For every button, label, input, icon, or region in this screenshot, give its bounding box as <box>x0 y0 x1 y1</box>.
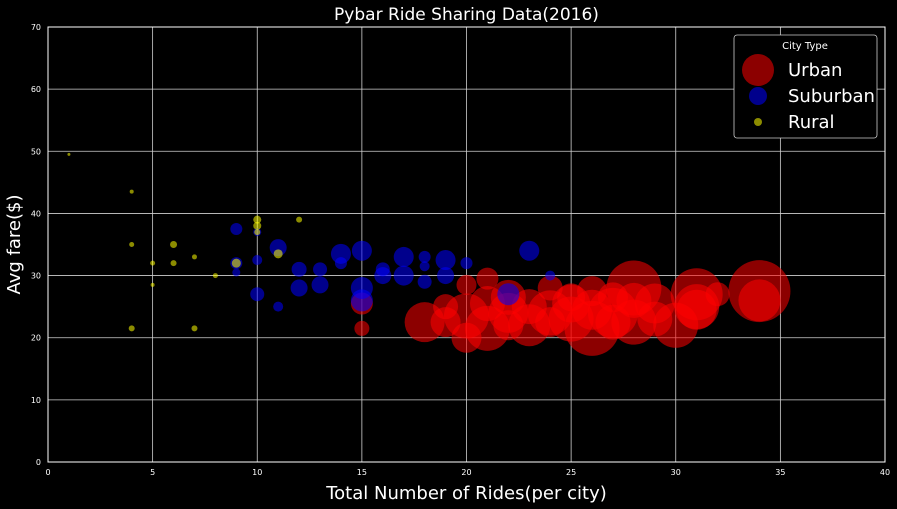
legend-label-suburban: Suburban <box>788 86 875 107</box>
data-point <box>273 249 283 259</box>
y-tick-label: 10 <box>31 396 41 405</box>
x-tick-label: 35 <box>775 468 785 477</box>
y-tick-label: 60 <box>31 85 41 94</box>
data-point <box>435 250 456 271</box>
x-tick-label: 10 <box>252 468 262 477</box>
data-point <box>231 258 241 268</box>
data-point <box>417 274 432 289</box>
data-point <box>230 222 243 235</box>
data-point <box>311 276 329 294</box>
data-point <box>252 255 263 266</box>
data-point <box>129 189 134 194</box>
series-rural <box>67 152 303 332</box>
data-point <box>637 301 673 337</box>
data-point <box>273 301 284 312</box>
data-point <box>129 242 135 247</box>
legend-label-urban: Urban <box>788 60 842 81</box>
data-point <box>418 250 431 263</box>
y-tick-label: 0 <box>36 458 41 467</box>
x-tick-label: 25 <box>566 468 576 477</box>
series-suburban <box>230 222 556 312</box>
data-point <box>170 241 178 248</box>
data-point <box>330 243 351 264</box>
y-tick-label: 20 <box>31 334 41 343</box>
data-point <box>476 267 499 290</box>
x-tick-label: 40 <box>880 468 890 477</box>
x-tick-label: 0 <box>45 468 50 477</box>
data-point <box>313 262 328 277</box>
data-point <box>351 240 372 261</box>
data-point <box>232 268 241 277</box>
data-point <box>393 246 414 267</box>
x-tick-label: 5 <box>150 468 155 477</box>
data-point <box>545 270 556 281</box>
legend-marker-urban <box>742 54 774 86</box>
y-axis-title: Avg fare($) <box>4 194 25 294</box>
y-tick-label: 50 <box>31 147 41 156</box>
data-point <box>705 282 730 307</box>
data-point <box>250 287 265 302</box>
data-point <box>460 257 473 270</box>
data-point <box>535 307 566 338</box>
x-axis-title: Total Number of Rides(per city) <box>325 483 607 504</box>
x-tick-label: 30 <box>671 468 681 477</box>
y-tick-label: 30 <box>31 272 41 281</box>
data-point <box>212 273 218 279</box>
data-point <box>253 221 262 230</box>
data-point <box>150 260 156 266</box>
data-point <box>519 240 540 261</box>
data-point <box>595 304 631 340</box>
legend-title: City Type <box>782 41 828 52</box>
data-point <box>170 260 177 267</box>
data-point <box>493 310 524 341</box>
legend: City Type Urban Suburban Rural <box>733 34 878 139</box>
data-point <box>738 279 781 322</box>
data-point <box>404 302 445 343</box>
data-point <box>254 229 261 236</box>
tick-labels: 0 5 10 15 20 25 30 35 40 0 10 20 30 40 50 60 70 <box>31 23 890 477</box>
y-tick-label: 40 <box>31 209 41 218</box>
x-tick-label: 20 <box>461 468 471 477</box>
data-point <box>437 267 455 285</box>
data-point <box>291 261 307 277</box>
data-point <box>269 239 287 257</box>
data-point <box>497 283 520 306</box>
data-point <box>191 325 198 332</box>
legend-label-rural: Rural <box>788 112 835 133</box>
data-point <box>557 283 586 312</box>
y-tick-label: 70 <box>31 23 41 32</box>
data-point <box>150 282 155 287</box>
data-point <box>253 215 262 224</box>
data-points <box>67 152 791 356</box>
legend-marker-rural <box>754 118 762 126</box>
data-point <box>128 325 135 332</box>
data-point <box>290 279 308 297</box>
legend-items: Urban Suburban Rural <box>742 54 875 133</box>
data-point <box>393 265 414 286</box>
data-point <box>191 254 197 260</box>
chart-title: Pybar Ride Sharing Data(2016) <box>334 5 599 25</box>
data-point <box>350 289 373 312</box>
data-point <box>456 274 477 295</box>
plot-frame <box>47 26 886 463</box>
data-point <box>67 152 71 156</box>
data-point <box>296 216 303 223</box>
legend-marker-suburban <box>749 87 767 105</box>
data-point <box>374 267 392 285</box>
data-point <box>354 320 370 336</box>
x-tick-label: 15 <box>357 468 367 477</box>
data-point <box>334 257 347 270</box>
data-point <box>419 261 430 272</box>
